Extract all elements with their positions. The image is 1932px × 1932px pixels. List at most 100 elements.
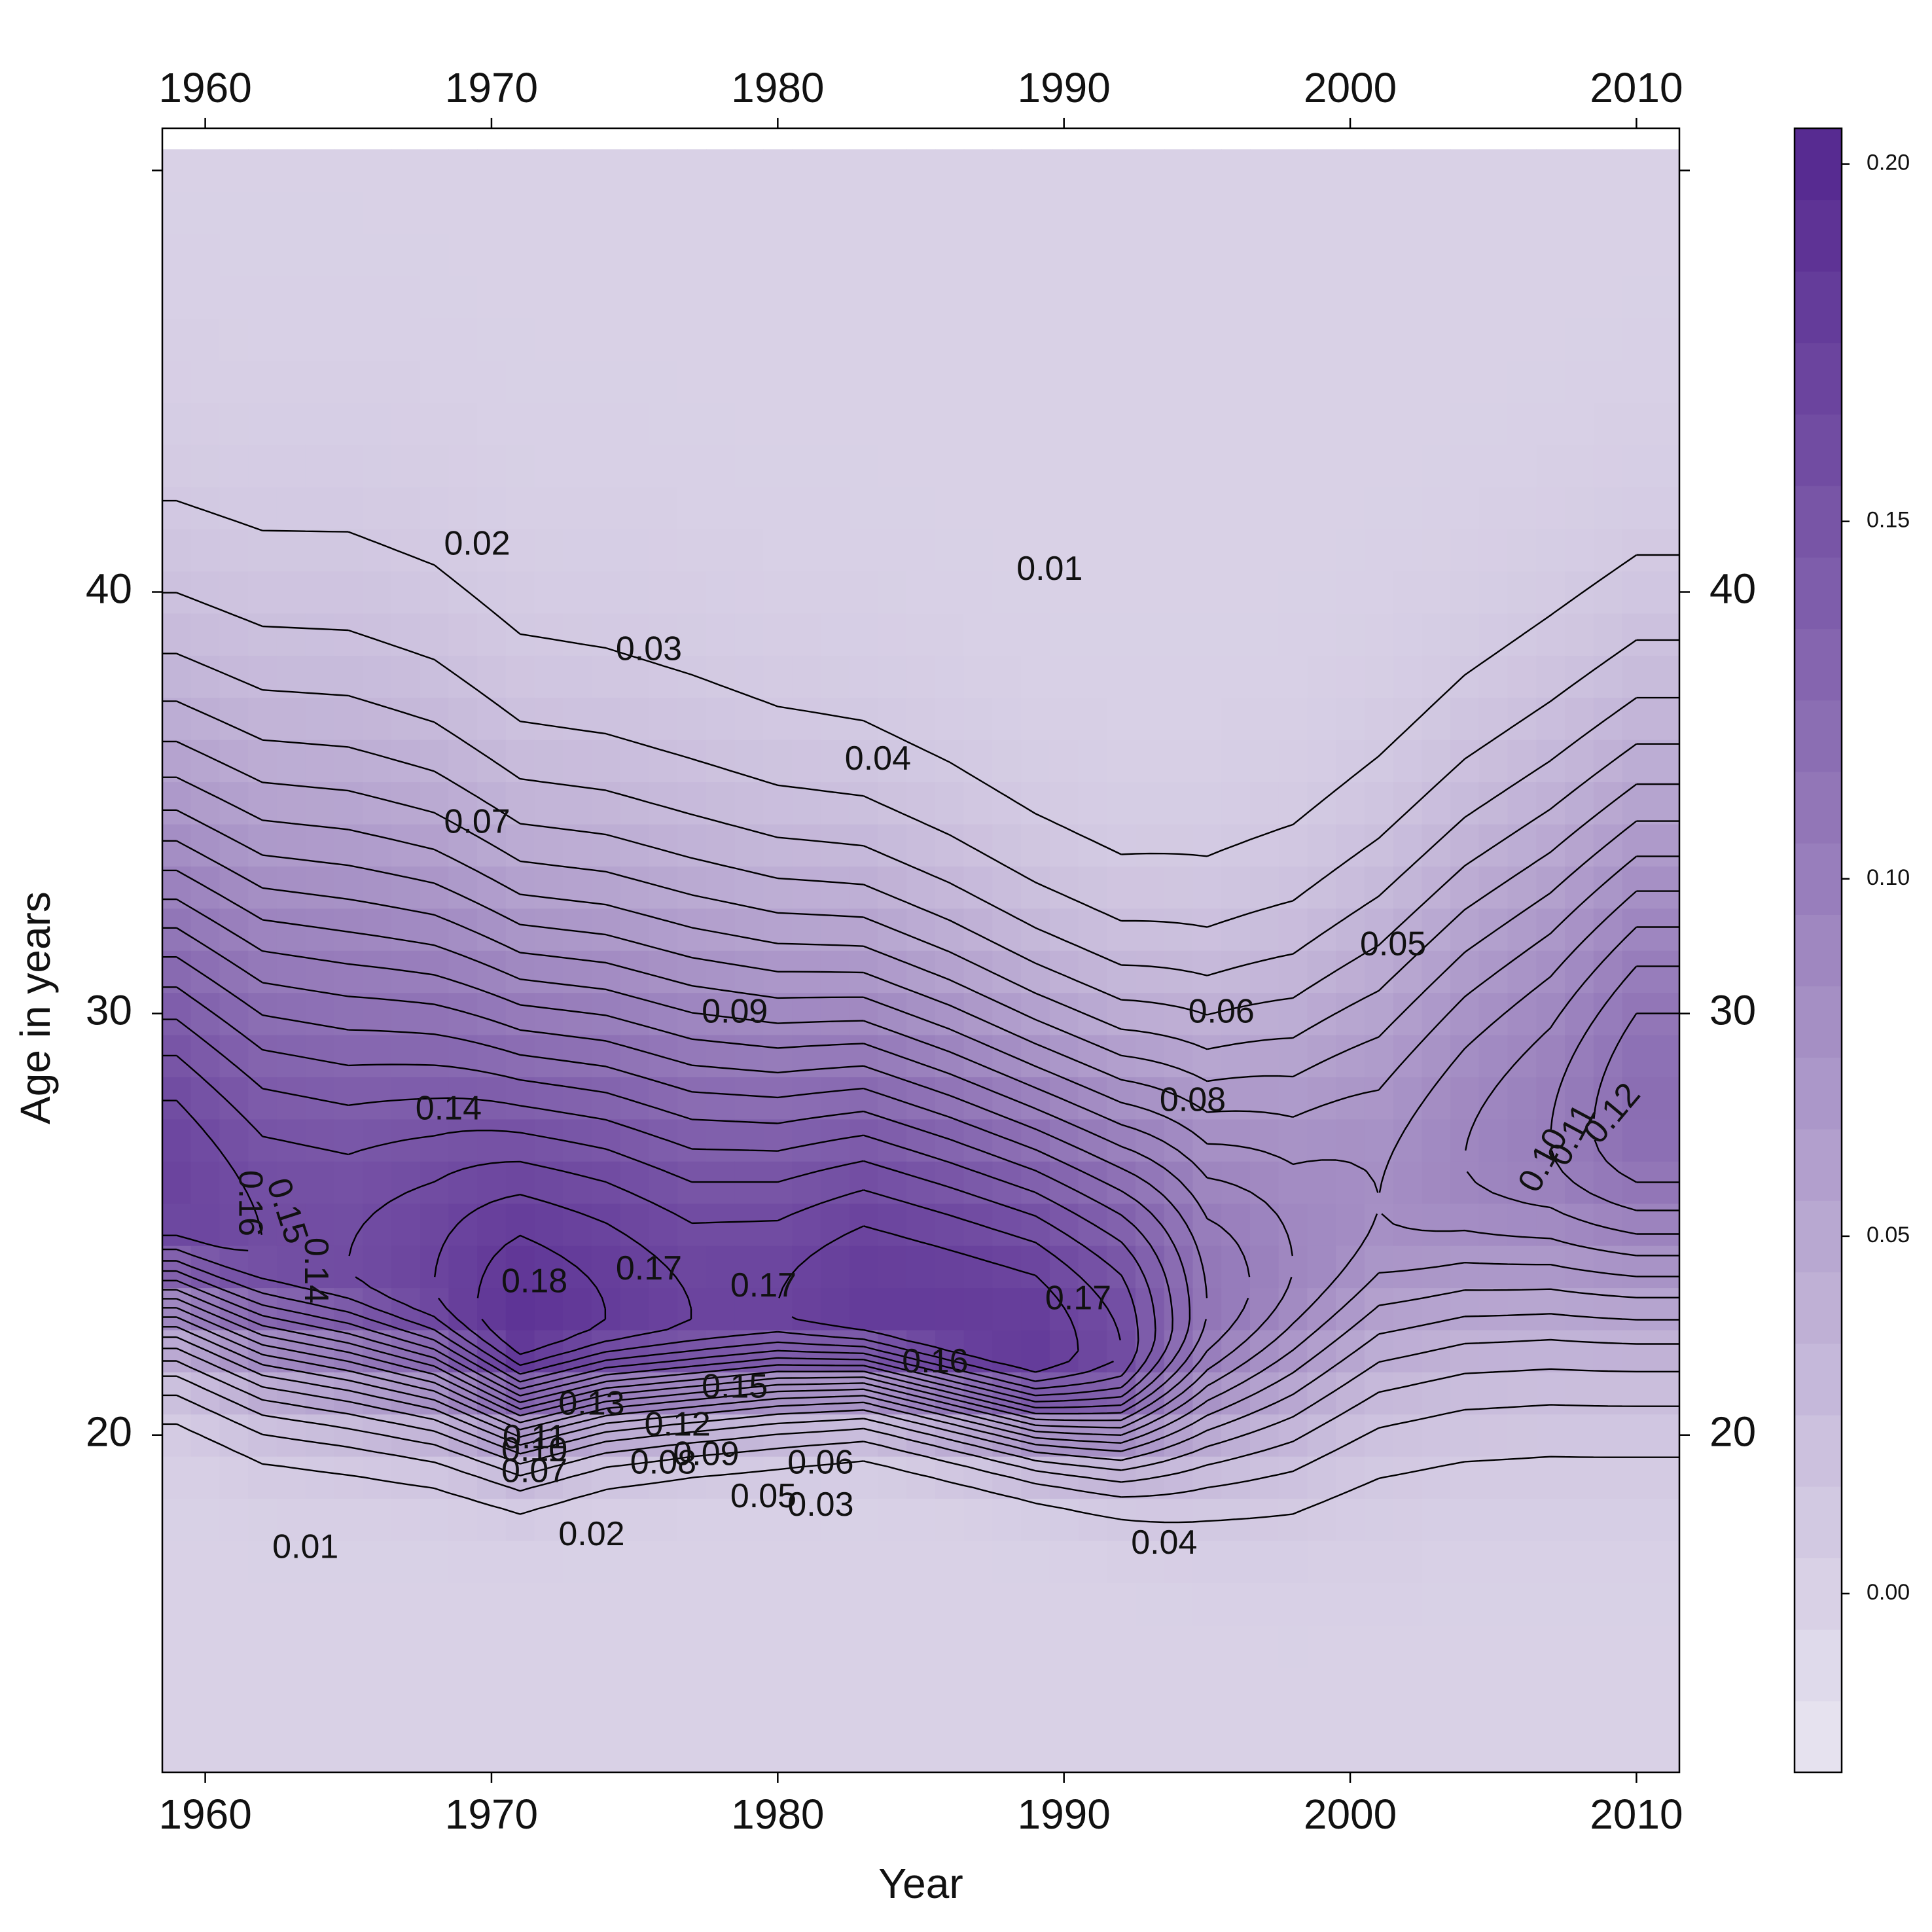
heat-cell <box>935 908 965 951</box>
heat-cell <box>1364 1667 1394 1710</box>
contour-label: 0.12 <box>645 1406 711 1444</box>
heat-cell <box>1593 1624 1623 1668</box>
heat-cell <box>763 739 793 783</box>
heat-cell <box>1307 1667 1336 1710</box>
heat-cell <box>906 1751 936 1772</box>
heat-cell <box>620 1203 650 1246</box>
colorbar-band <box>1795 628 1842 701</box>
heat-cell <box>305 613 335 656</box>
heat-cell <box>878 781 907 825</box>
heat-cell <box>477 1118 507 1162</box>
heat-cell <box>620 1540 650 1583</box>
heat-cell <box>1307 1456 1336 1499</box>
heat-cell <box>219 486 249 529</box>
heat-cell <box>477 360 507 403</box>
heat-cell <box>1593 655 1623 698</box>
heat-cell <box>1393 1287 1423 1331</box>
heat-cell <box>448 1203 478 1246</box>
contour-line-0.02 <box>162 592 1679 1498</box>
heat-cell <box>734 823 764 867</box>
heat-cell <box>248 1372 277 1415</box>
heat-cell <box>963 402 993 445</box>
heat-cell <box>1478 1667 1509 1710</box>
heat-cell <box>276 360 306 403</box>
heat-cell <box>992 234 1022 277</box>
heat-cell <box>1478 234 1509 277</box>
heat-cell <box>1164 1077 1194 1120</box>
heat-cell <box>1049 1077 1079 1120</box>
heat-cell <box>477 317 507 361</box>
colorbar-frame <box>1793 127 1843 1774</box>
heat-cell <box>1622 697 1651 740</box>
heat-cell <box>1393 1624 1423 1668</box>
heat-cell <box>734 1456 764 1499</box>
heat-cell <box>1049 444 1079 488</box>
heat-cell <box>763 1203 793 1246</box>
heat-cell <box>276 1667 306 1710</box>
heat-cell <box>420 1498 450 1541</box>
heat-cell <box>1278 781 1308 825</box>
heat-cell <box>1192 1287 1222 1331</box>
heat-cell <box>906 276 936 319</box>
colorbar-band <box>1795 557 1842 630</box>
heat-cell <box>1450 276 1480 319</box>
heat-cell <box>1478 823 1509 867</box>
heat-cell <box>1307 486 1336 529</box>
heat-cell <box>1078 781 1107 825</box>
contour-label: 0.02 <box>444 524 510 562</box>
heat-cell <box>1221 697 1251 740</box>
heat-cell <box>1507 1751 1537 1772</box>
heat-cell <box>448 402 478 445</box>
heat-cell <box>792 1372 821 1415</box>
heat-cell <box>420 823 450 867</box>
heat-cell <box>849 992 879 1035</box>
heat-cell <box>1651 908 1679 951</box>
heat-cell <box>420 1372 450 1415</box>
heat-cell <box>420 402 450 445</box>
heat-cell <box>1507 866 1537 909</box>
heat-cell <box>219 1751 249 1772</box>
heat-cell <box>763 402 793 445</box>
heat-cell <box>649 1287 678 1331</box>
heat-cell <box>1393 1540 1423 1583</box>
heat-cell <box>1278 234 1308 277</box>
heat-cell <box>878 655 907 698</box>
heat-cell <box>391 866 421 909</box>
heat-cell <box>592 1624 621 1668</box>
heat-cell <box>592 1667 621 1710</box>
heat-cell <box>1278 1245 1308 1289</box>
heat-cell <box>763 823 793 867</box>
heat-cell <box>1078 486 1107 529</box>
heat-cell <box>190 149 221 192</box>
heat-cell <box>935 360 965 403</box>
heat-cell <box>1107 360 1136 403</box>
heat-cell <box>820 191 850 234</box>
heat-cell <box>505 823 535 867</box>
heat-cell <box>276 1077 306 1120</box>
heat-cell <box>534 1245 564 1289</box>
heat-cell <box>477 1583 507 1626</box>
heat-cell <box>935 317 965 361</box>
heat-cell <box>706 739 736 783</box>
heat-cell <box>1422 486 1451 529</box>
heat-cell <box>1651 1540 1679 1583</box>
heat-cell <box>992 1329 1022 1372</box>
heat-cell <box>1507 486 1537 529</box>
heat-cell <box>1221 1118 1251 1162</box>
heat-cell <box>820 1077 850 1120</box>
heat-cell <box>792 697 821 740</box>
heat-cell <box>1107 276 1136 319</box>
contour-label: 0.18 <box>501 1262 567 1300</box>
heat-cell <box>505 1287 535 1331</box>
heat-cell <box>1507 908 1537 951</box>
heat-cell <box>162 1118 192 1162</box>
heat-cell <box>677 697 707 740</box>
heat-cell <box>505 1624 535 1668</box>
heat-cell <box>1021 276 1050 319</box>
heat-cell <box>649 360 678 403</box>
heat-cell <box>1307 1077 1336 1120</box>
heat-cell <box>363 823 392 867</box>
heat-cell <box>1136 739 1165 783</box>
heat-cell <box>849 1034 879 1077</box>
heat-cell <box>1565 360 1594 403</box>
